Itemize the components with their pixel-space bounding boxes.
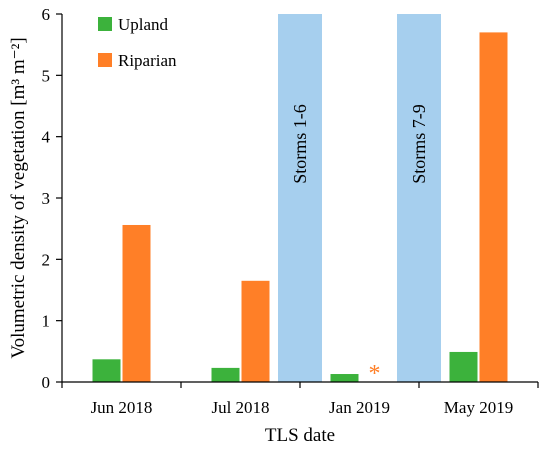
bar-group <box>92 32 508 383</box>
x-tick-label: Jun 2018 <box>91 398 153 417</box>
y-tick-label: 2 <box>42 250 51 269</box>
missing-data-marker: * <box>369 361 381 387</box>
y-tick-label: 1 <box>42 312 51 331</box>
storm-band-1 <box>278 14 322 382</box>
bar-upland-0 <box>92 359 121 382</box>
y-tick-label: 0 <box>42 373 51 392</box>
x-tick-label: May 2019 <box>444 398 513 417</box>
legend-swatch-upland <box>98 17 112 31</box>
bar-riparian-3 <box>479 32 508 383</box>
x-tick-label: Jan 2019 <box>329 398 390 417</box>
y-ticks: 0 1 2 3 4 5 6 <box>42 5 62 392</box>
legend-swatch-riparian <box>98 53 112 67</box>
bar-upland-3 <box>449 351 478 382</box>
storm-band-label: Storms 7-9 <box>409 104 429 184</box>
y-tick-label: 3 <box>42 189 51 208</box>
storm-bands: Storms 1-6 Storms 7-9 <box>278 14 441 382</box>
y-tick-label: 4 <box>42 128 51 147</box>
legend: Upland Riparian <box>98 15 177 70</box>
bar-riparian-1 <box>241 280 270 382</box>
legend-label-riparian: Riparian <box>118 51 177 70</box>
y-tick-label: 6 <box>42 5 51 24</box>
x-axis-title: TLS date <box>265 425 335 446</box>
annotation-markers: * <box>369 361 381 387</box>
bar-riparian-0 <box>122 224 151 382</box>
x-tick-label: Jul 2018 <box>211 398 269 417</box>
storm-band-2 <box>397 14 441 382</box>
bar-upland-1 <box>211 367 240 382</box>
x-ticks: Jun 2018 Jul 2018 Jan 2019 May 2019 <box>61 382 539 417</box>
legend-label-upland: Upland <box>118 15 169 34</box>
y-tick-label: 5 <box>42 66 51 85</box>
bar-upland-2 <box>330 374 359 382</box>
y-axis-title: Volumetric density of vegetation [m³ m⁻²… <box>8 37 29 358</box>
storm-band-label: Storms 1-6 <box>290 104 310 184</box>
